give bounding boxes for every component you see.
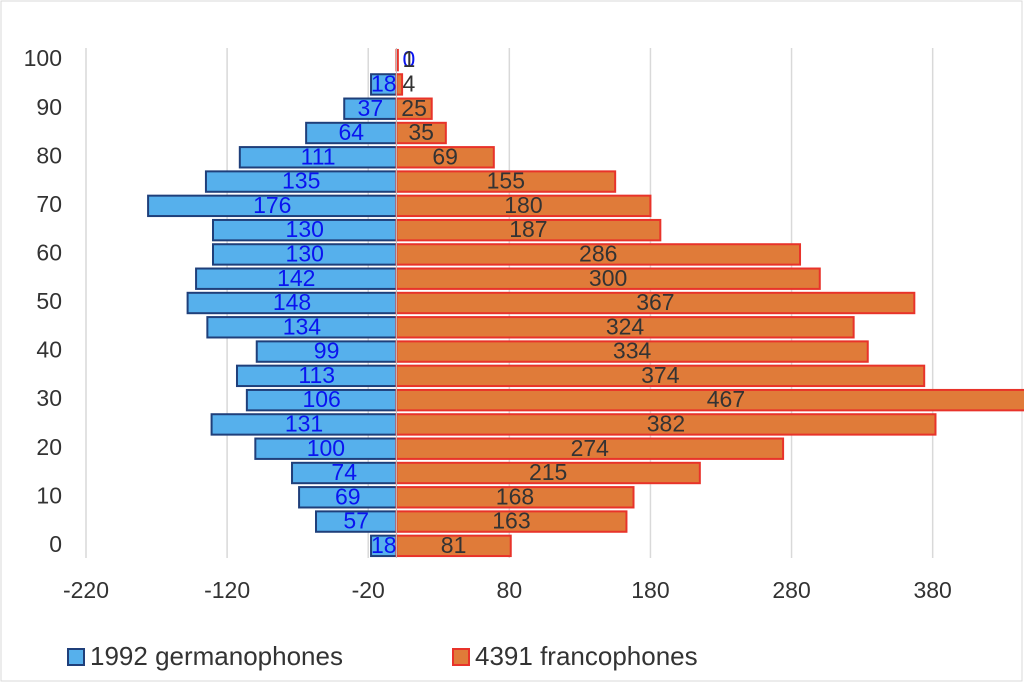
y-tick-label: 90 bbox=[36, 94, 62, 120]
data-label: 168 bbox=[496, 483, 534, 509]
x-tick-label: -120 bbox=[204, 577, 250, 603]
data-label: 163 bbox=[492, 508, 530, 534]
x-tick-label: 380 bbox=[913, 577, 951, 603]
data-label: 74 bbox=[331, 459, 357, 485]
data-label: 148 bbox=[273, 289, 311, 315]
y-tick-label: 30 bbox=[36, 385, 62, 411]
data-label: 367 bbox=[636, 289, 674, 315]
legend-label: 1992 germanophones bbox=[90, 641, 343, 671]
y-tick-label: 40 bbox=[36, 337, 62, 363]
data-label: 187 bbox=[509, 216, 547, 242]
data-label: 18 bbox=[371, 71, 397, 97]
data-label: 99 bbox=[314, 338, 340, 364]
y-tick-label: 60 bbox=[36, 240, 62, 266]
data-label: 18 bbox=[371, 532, 397, 558]
data-label: 25 bbox=[401, 95, 427, 121]
data-label: 69 bbox=[432, 143, 458, 169]
data-label: 134 bbox=[283, 313, 322, 339]
x-tick-label: -20 bbox=[352, 577, 385, 603]
legend: 1992 germanophones 4391 francophones bbox=[67, 641, 698, 671]
data-label: 334 bbox=[613, 338, 652, 364]
data-label: 111 bbox=[301, 143, 336, 169]
data-label: 100 bbox=[307, 435, 345, 461]
data-label: 130 bbox=[286, 216, 324, 242]
data-label: 106 bbox=[302, 386, 340, 412]
data-label: 176 bbox=[253, 192, 291, 218]
y-tick-label: 10 bbox=[36, 482, 62, 508]
bar bbox=[395, 73, 404, 96]
x-tick-label: -220 bbox=[63, 577, 109, 603]
data-label: 37 bbox=[358, 95, 384, 121]
data-label: 81 bbox=[441, 532, 467, 558]
data-label: 0 bbox=[402, 46, 415, 72]
legend-swatch bbox=[452, 648, 470, 666]
data-label: 274 bbox=[571, 435, 610, 461]
data-label: 324 bbox=[606, 313, 645, 339]
data-label: 180 bbox=[504, 192, 542, 218]
data-label: 1 bbox=[402, 46, 415, 72]
data-label: 64 bbox=[338, 119, 364, 145]
x-tick-label: 80 bbox=[497, 577, 523, 603]
data-label: 142 bbox=[277, 265, 315, 291]
data-label: 113 bbox=[298, 362, 335, 388]
data-label: 57 bbox=[343, 508, 369, 534]
data-label: 4 bbox=[402, 71, 415, 97]
data-label: 467 bbox=[707, 386, 745, 412]
y-tick-label: 50 bbox=[36, 288, 62, 314]
y-tick-label: 0 bbox=[49, 531, 62, 557]
data-label: 215 bbox=[529, 459, 567, 485]
data-label: 300 bbox=[589, 265, 627, 291]
data-label: 155 bbox=[487, 168, 525, 194]
y-tick-label: 100 bbox=[24, 45, 62, 71]
data-label: 374 bbox=[641, 362, 680, 388]
data-label: 135 bbox=[282, 168, 320, 194]
x-tick-label: 280 bbox=[772, 577, 810, 603]
data-label: 130 bbox=[286, 241, 324, 267]
y-tick-label: 20 bbox=[36, 434, 62, 460]
y-tick-label: 80 bbox=[36, 142, 62, 168]
legend-label: 4391 francophones bbox=[475, 641, 698, 671]
y-tick-label: 70 bbox=[36, 191, 62, 217]
data-label: 131 bbox=[285, 411, 323, 437]
x-tick-label: 180 bbox=[631, 577, 669, 603]
data-label: 286 bbox=[579, 241, 617, 267]
data-label: 382 bbox=[647, 411, 685, 437]
data-label: 69 bbox=[335, 483, 361, 509]
legend-swatch bbox=[67, 648, 85, 666]
data-label: 35 bbox=[408, 119, 434, 145]
